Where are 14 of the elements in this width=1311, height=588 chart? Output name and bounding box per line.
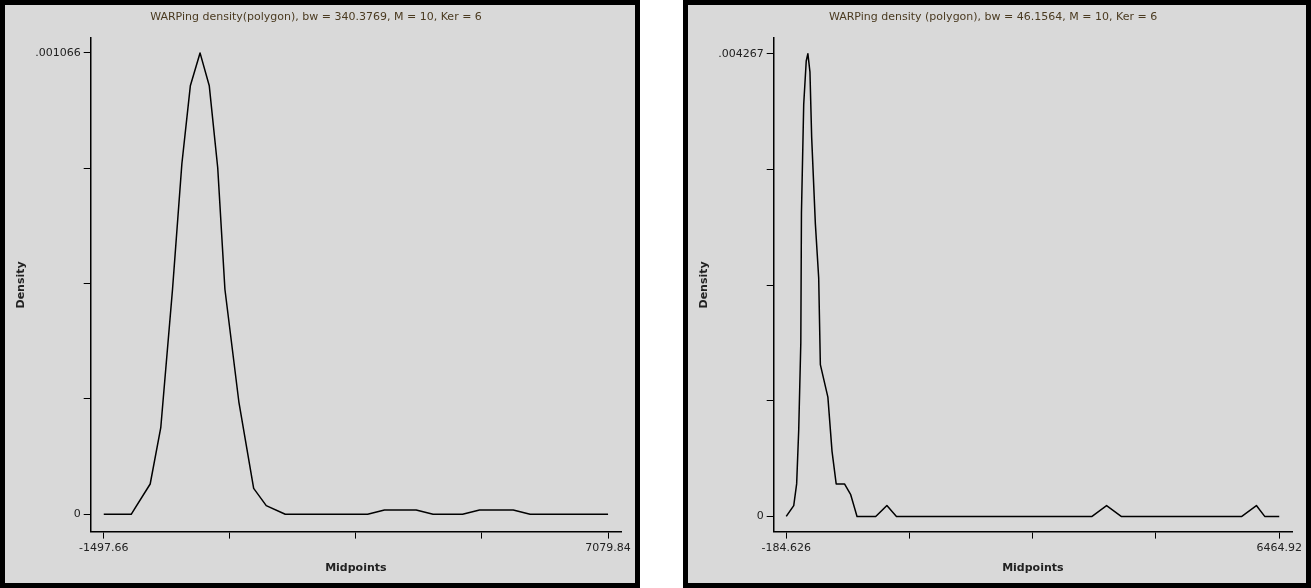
x-axis-title: Midpoints: [325, 561, 388, 575]
y-axis-title: Density: [14, 261, 28, 309]
x-axis-title: Midpoints: [1002, 561, 1065, 575]
x-tick-label: 7079.84: [585, 541, 631, 555]
x-tick-label: -184.626: [761, 541, 811, 555]
y-tick-label: 0: [756, 509, 764, 523]
chart-title: WARPing density(polygon), bw = 340.3769, M = 10, Ker = 6: [150, 10, 482, 24]
y-axis-title: Density: [697, 261, 711, 309]
x-tick-label: 6464.92: [1256, 541, 1302, 555]
y-tick-label: 0: [73, 507, 81, 521]
y-tick-label: .001066: [35, 45, 81, 59]
chart-title: WARPing density (polygon), bw = 46.1564, M = 10, Ker = 6: [828, 10, 1158, 24]
y-tick-label: .004267: [718, 46, 764, 60]
x-tick-label: -1497.66: [79, 541, 129, 555]
